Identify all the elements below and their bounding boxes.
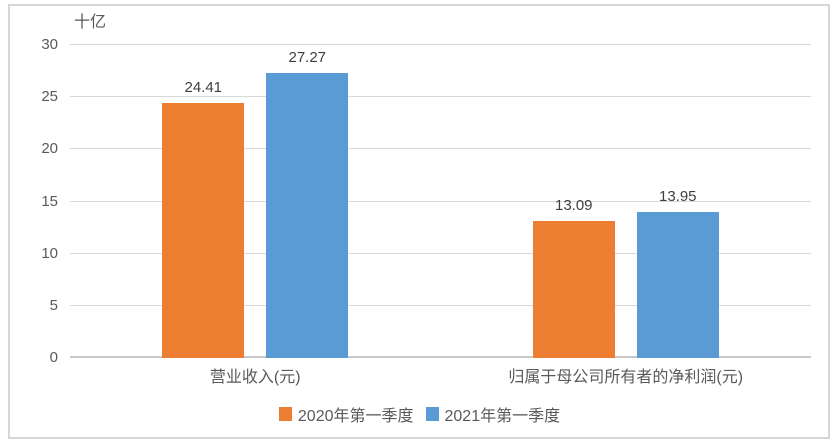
legend-item: 2020年第一季度 [278,402,414,426]
plot-area: 24.41 27.27 13.09 13.95 [70,44,811,358]
data-label: 13.95 [658,188,697,206]
data-label: 27.27 [288,49,327,67]
bar-series-1-group-1 [636,212,719,358]
legend: 2020年第一季度 2021年第一季度 [0,402,839,426]
gridline-5 [70,304,811,306]
legend-swatch-icon [278,407,292,421]
data-label: 24.41 [184,79,223,97]
legend-swatch-icon [425,407,439,421]
bar-series-1-group-0 [266,73,349,358]
legend-label: 2021年第一季度 [444,408,561,425]
y-tick-label-30: 30 [41,36,58,53]
y-tick-label-0: 0 [49,349,58,366]
y-tick-label-15: 15 [41,192,58,210]
y-tick-label-20: 20 [41,140,58,158]
y-axis-tick-labels: 0 5 10 15 20 25 30 [14,36,58,366]
y-axis-unit-label: 十亿 [74,14,107,31]
gridline-25 [70,96,811,98]
y-tick-label-5: 5 [49,296,58,314]
bar-series-0-group-1 [532,221,615,358]
gridline-10 [70,252,811,254]
bar-series-0-group-0 [162,103,245,358]
x-axis-labels: 营业收入(元) 归属于母公司所有者的净利润(元) [70,363,811,386]
gridline-15 [70,200,811,202]
y-tick-label-25: 25 [41,88,58,106]
y-tick-label-10: 10 [41,244,58,262]
legend-label: 2020年第一季度 [297,408,414,425]
category-label: 营业收入(元) [209,369,301,386]
data-label: 13.09 [554,197,593,215]
gridline-30 [70,44,811,45]
legend-item: 2021年第一季度 [425,402,561,426]
gridline-20 [70,148,811,150]
gridline-0 [70,356,811,358]
category-label: 归属于母公司所有者的净利润(元) [508,369,744,386]
